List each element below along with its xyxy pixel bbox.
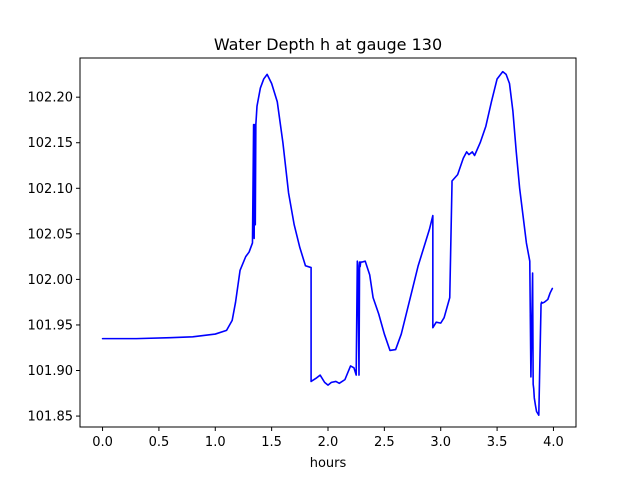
x-tick-label: 1.0: [205, 435, 226, 450]
y-tick-label: 102.10: [28, 182, 74, 197]
x-tick-label: 1.5: [261, 435, 282, 450]
y-tick-label: 102.20: [28, 91, 74, 106]
x-tick-label: 3.0: [430, 435, 451, 450]
y-tick-label: 102.15: [28, 136, 74, 151]
series-line: [101, 70, 554, 416]
x-axis: 0.0 0.5 1.0 1.5 2.0 2.5 3.0 3.5 4.0: [92, 427, 564, 450]
x-tick-label: 2.0: [318, 435, 339, 450]
x-tick-label: 3.5: [487, 435, 508, 450]
x-tick-label: 0.0: [92, 435, 113, 450]
chart-title: Water Depth h at gauge 130: [214, 35, 442, 54]
y-tick-label: 102.05: [28, 227, 74, 242]
y-tick-label: 102.00: [28, 273, 74, 288]
plot-frame: [79, 57, 577, 428]
plot-lines: [101, 70, 554, 416]
x-tick-label: 4.0: [543, 435, 564, 450]
x-tick-label: 2.5: [374, 435, 395, 450]
y-axis: 101.85 101.90 101.95 102.00 102.05 102.10 102.…: [28, 91, 80, 425]
x-axis-label: hours: [310, 456, 347, 471]
y-tick-label: 101.95: [28, 318, 74, 333]
y-tick-label: 101.85: [28, 410, 74, 425]
y-tick-label: 101.90: [28, 364, 74, 379]
x-tick-label: 0.5: [149, 435, 170, 450]
